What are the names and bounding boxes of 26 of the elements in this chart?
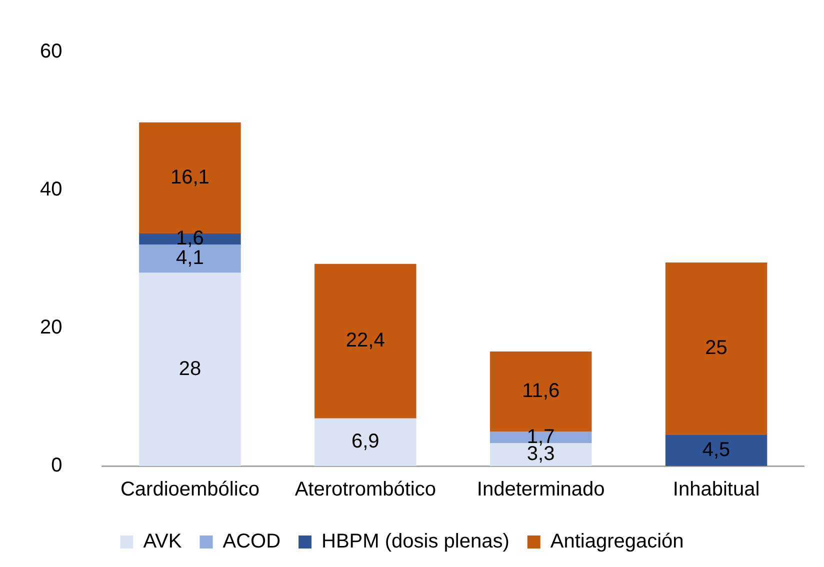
data-label: 4,5 xyxy=(702,438,730,461)
data-label: 6,9 xyxy=(352,430,380,453)
bar xyxy=(139,272,241,466)
data-label: 22,4 xyxy=(346,330,385,352)
y-tick-label: 60 xyxy=(40,40,62,63)
legend-label: Antiagregación xyxy=(550,530,684,553)
bar xyxy=(665,262,768,435)
x-tick-label: Indeterminado xyxy=(476,478,605,501)
y-tick-label: 0 xyxy=(51,454,62,477)
y-tick-label: 40 xyxy=(40,178,62,201)
bar xyxy=(665,434,768,466)
x-tick-label: Cardioembólico xyxy=(120,478,260,501)
legend-label: AVK xyxy=(143,530,182,553)
legend-label: HBPM (dosis plenas) xyxy=(322,530,510,553)
data-label: 11,6 xyxy=(522,380,560,402)
bar xyxy=(314,264,416,418)
x-tick-label: Inhabitual xyxy=(672,478,760,501)
data-label: 1,6 xyxy=(176,228,204,250)
data-label: 4,1 xyxy=(176,247,204,270)
data-label: 25 xyxy=(705,337,728,360)
y-tick-label: 20 xyxy=(40,316,62,339)
data-label: 28 xyxy=(178,358,202,380)
x-tick-label: Aterotrombótico xyxy=(294,478,436,501)
data-label: 16,1 xyxy=(170,166,210,188)
legend-label: ACOD xyxy=(222,530,281,553)
bar xyxy=(314,418,416,466)
